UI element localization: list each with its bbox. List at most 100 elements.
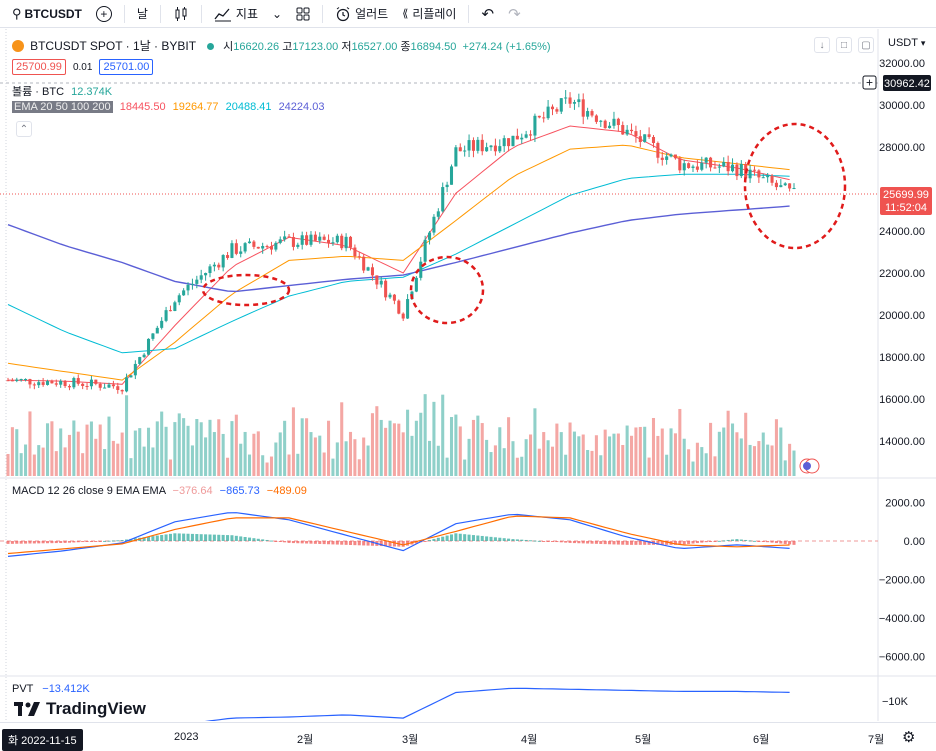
chart-canvas[interactable]: 32000.00 30000.00 28000.00 24000.00 22000.00…: [0, 29, 936, 721]
chart-type-button[interactable]: [167, 2, 195, 26]
macd-histogram-bar: [230, 535, 234, 541]
buy-price-box[interactable]: 25701.00: [99, 59, 154, 75]
macd-histogram-bar: [757, 541, 761, 542]
sell-price-box[interactable]: 25700.99: [12, 59, 66, 75]
volume-bar: [72, 420, 76, 476]
volume-bar: [480, 423, 484, 476]
candle-body: [489, 145, 493, 148]
indicators-button[interactable]: 지표: [208, 2, 264, 26]
macd-histogram-bar: [384, 541, 388, 547]
macd-histogram-bar: [226, 535, 230, 541]
macd-histogram-bar: [278, 541, 282, 542]
quote-boxes: 25700.99 0.01 25701.00: [12, 59, 154, 75]
candle-body: [529, 134, 533, 136]
ema-label[interactable]: EMA 20 50 100 200: [12, 101, 113, 113]
macd-histogram-bar: [678, 541, 682, 545]
undo-button[interactable]: ↶: [475, 2, 500, 26]
volume-bar: [687, 449, 691, 476]
pvt-label[interactable]: PVT: [12, 683, 34, 695]
candle-body: [717, 166, 721, 168]
volume-bar: [502, 448, 506, 476]
macd-histogram-bar: [695, 541, 699, 544]
macd-histogram-bar: [550, 541, 555, 542]
macd-histogram-bar: [625, 541, 629, 545]
candle-body: [643, 134, 647, 143]
market-open-dot: [207, 43, 215, 50]
symbol-search[interactable]: ⚲ BTCUSDT: [6, 2, 88, 26]
candle-body: [520, 137, 524, 140]
candle-body: [774, 182, 778, 188]
macd-histogram-bar: [94, 541, 98, 542]
pvt-pane: [204, 687, 790, 721]
macd-histogram-bar: [520, 539, 524, 541]
volume-bar: [651, 417, 656, 476]
volume-bar: [612, 433, 616, 476]
volume-bar: [305, 418, 309, 476]
redo-button[interactable]: ↷: [502, 2, 527, 26]
current-price-marker: [880, 187, 932, 215]
close-label: 종: [400, 41, 411, 53]
macd-histogram-bar: [366, 541, 370, 546]
volume-bar: [287, 454, 291, 476]
interval-button[interactable]: 날: [131, 2, 154, 26]
candle-body: [221, 255, 225, 268]
volume-bar: [208, 419, 212, 476]
macd-histogram-bar: [700, 541, 704, 543]
currency-label: USDT: [888, 37, 918, 49]
volume-bar: [744, 412, 748, 476]
replay-button[interactable]: ⟪ 리플레이: [396, 2, 462, 26]
candle-body: [564, 97, 568, 99]
candle-body: [283, 236, 287, 240]
candle-body: [748, 169, 752, 179]
add-plus-button[interactable]: [862, 75, 877, 90]
currency-dropdown[interactable]: USDT ▾: [888, 37, 925, 49]
candle-body: [243, 243, 247, 252]
ema100-value: 20488.41: [225, 101, 272, 113]
pane-maximize-button[interactable]: ▢: [858, 37, 874, 53]
volume-bar: [138, 428, 142, 476]
candle-body: [678, 158, 682, 171]
macd-histogram-bar: [766, 541, 770, 543]
volume-bar: [630, 435, 634, 476]
candle-body: [313, 234, 317, 241]
compare-button[interactable]: +: [90, 2, 118, 26]
macd-label[interactable]: MACD 12 26 close 9 EMA EMA: [12, 485, 166, 497]
volume-bar: [537, 448, 541, 476]
price-axis-label: 30000.00: [879, 100, 925, 112]
tradingview-logo[interactable]: TradingView: [14, 699, 146, 719]
divider: [159, 4, 161, 23]
candle-body: [709, 157, 713, 168]
layouts-button[interactable]: [290, 2, 316, 26]
candle-body: [625, 129, 629, 135]
candle-body: [546, 106, 550, 119]
candle-body: [726, 161, 730, 172]
macd-histogram-bar: [414, 541, 418, 544]
pane-move-down-button[interactable]: ↓: [814, 37, 830, 53]
candle-body: [739, 163, 743, 177]
chart-area[interactable]: 32000.00 30000.00 28000.00 24000.00 22000.00…: [0, 29, 936, 721]
volume-bar: [410, 435, 414, 476]
macd-histogram-bar: [428, 540, 432, 542]
pane-collapse-button[interactable]: □: [836, 37, 852, 53]
volume-bar: [327, 420, 331, 476]
gear-icon[interactable]: ⚙: [902, 729, 916, 746]
macd-axis[interactable]: 2000.00 0.00 −2000.00 −4000.00 −6000.00: [879, 498, 925, 664]
macd-histogram-bar: [116, 540, 120, 542]
macd-histogram-bar: [274, 541, 278, 542]
volume-bar: [146, 427, 151, 476]
volume-label[interactable]: 볼륨 · BTC: [12, 86, 65, 98]
candle-body: [76, 378, 80, 384]
macd-histogram-bar: [6, 541, 10, 544]
symbol-title[interactable]: BTCUSDT SPOT · 1날 · BYBIT: [30, 39, 197, 53]
volume-bar: [129, 458, 133, 476]
volume-bar: [739, 438, 743, 476]
volume-bar: [406, 409, 410, 476]
alert-button[interactable]: 얼러트: [329, 2, 394, 26]
price-axis[interactable]: 32000.00 30000.00 28000.00 24000.00 22000.00…: [879, 58, 925, 448]
pvt-axis[interactable]: −10K: [882, 696, 909, 708]
candle-body: [327, 239, 331, 244]
volume-bar: [463, 459, 467, 476]
templates-dropdown[interactable]: ⌄: [266, 2, 288, 26]
time-axis[interactable]: 화 2022-11-15 2023 2월 3월 4월 5월 6월 7월 ⚙: [0, 722, 936, 751]
collapse-legend-button[interactable]: ⌃: [16, 121, 32, 137]
